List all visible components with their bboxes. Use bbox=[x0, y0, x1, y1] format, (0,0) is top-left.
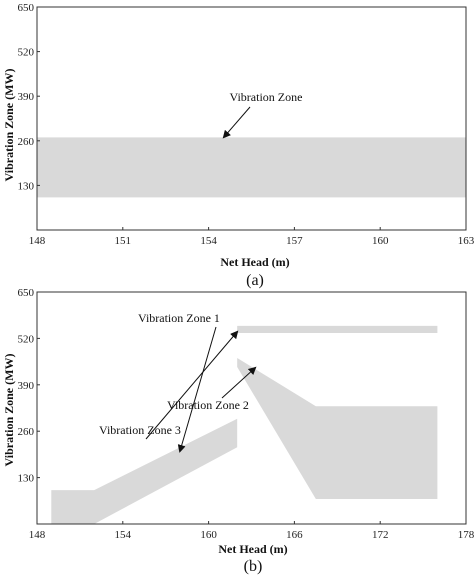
y-axis-label-b: Vibration Zone (MW) bbox=[2, 354, 16, 467]
zone-label-1: Vibration Zone 1 bbox=[138, 311, 220, 325]
x-axis-label-a: Net Head (m) bbox=[220, 255, 289, 269]
x-axis-label-b: Net Head (m) bbox=[218, 542, 287, 556]
y-tick-label: 130 bbox=[18, 180, 35, 192]
y-tick-label: 390 bbox=[18, 91, 35, 103]
x-ticks-a: 148 151 154 157 160 163 bbox=[29, 227, 474, 247]
y-axis-label-a: Vibration Zone (MW) bbox=[2, 69, 16, 182]
vibration-zone-b-3 bbox=[237, 325, 438, 334]
plot-frame-a bbox=[36, 6, 467, 231]
vibration-zone-a-1 bbox=[37, 137, 466, 198]
zone-label-2: Vibration Zone 2 bbox=[167, 398, 249, 412]
chart-panel-b: 148 154 160 166 172 178 650 520 390 260 130 Vibra… bbox=[2, 287, 474, 575]
x-tick-label: 160 bbox=[372, 235, 389, 247]
x-tick-label: 160 bbox=[200, 529, 217, 541]
y-tick-label: 650 bbox=[18, 2, 35, 14]
caption-b: (b) bbox=[244, 558, 263, 575]
x-tick-label: 151 bbox=[115, 235, 132, 247]
y-tick-label: 260 bbox=[18, 136, 35, 148]
y-tick-label: 650 bbox=[18, 287, 35, 299]
y-tick-label: 260 bbox=[18, 426, 35, 438]
zone-arrow-1 bbox=[145, 330, 239, 440]
y-tick-label: 520 bbox=[18, 333, 35, 345]
x-tick-label: 163 bbox=[458, 235, 474, 247]
annotations-b: Vibration Zone 1 Vibration Zone 2 Vibratio… bbox=[99, 311, 257, 453]
zone-arrow-3 bbox=[177, 326, 217, 453]
zone-arrow-1 bbox=[222, 106, 251, 139]
x-tick-label: 154 bbox=[115, 529, 132, 541]
caption-a: (a) bbox=[246, 272, 264, 289]
y-tick-label: 520 bbox=[18, 47, 35, 59]
y-ticks-b: 650 520 390 260 130 bbox=[18, 287, 40, 485]
x-ticks-b: 148 154 160 166 172 178 bbox=[29, 521, 474, 541]
x-tick-label: 157 bbox=[286, 235, 303, 247]
vibration-zone-b-1 bbox=[51, 418, 238, 524]
zone-label-3: Vibration Zone 3 bbox=[99, 423, 181, 437]
x-tick-label: 172 bbox=[372, 529, 389, 541]
chart-panel-a: 148 151 154 157 160 163 650 520 390 260 130 Vibra… bbox=[2, 2, 474, 289]
vibration-zone-b-2 bbox=[237, 358, 438, 500]
zone-label-1: Vibration Zone bbox=[230, 90, 303, 104]
plot-frame-b bbox=[36, 291, 467, 525]
x-tick-label: 154 bbox=[200, 235, 217, 247]
y-tick-label: 130 bbox=[18, 473, 35, 485]
annotations-a: Vibration Zone bbox=[222, 90, 303, 139]
x-tick-label: 148 bbox=[29, 235, 46, 247]
x-tick-label: 178 bbox=[458, 529, 474, 541]
vibration-zones-a bbox=[37, 137, 466, 198]
y-tick-label: 390 bbox=[18, 380, 35, 392]
zone-arrow-2 bbox=[221, 366, 257, 399]
x-tick-label: 166 bbox=[286, 529, 303, 541]
y-ticks-a: 650 520 390 260 130 bbox=[18, 2, 40, 192]
vibration-zones-b bbox=[51, 325, 438, 524]
x-tick-label: 148 bbox=[29, 529, 46, 541]
